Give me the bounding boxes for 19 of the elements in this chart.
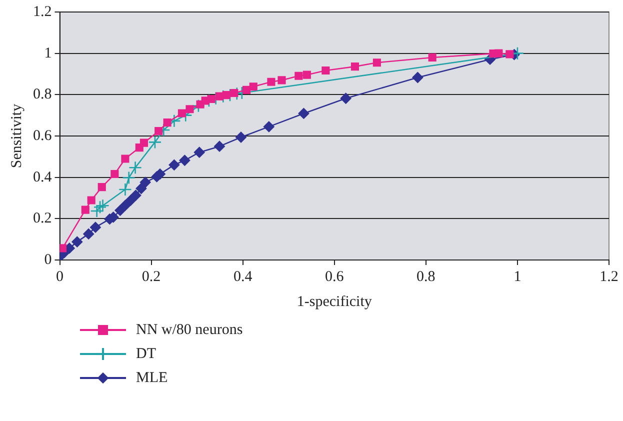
x-tick-label: 0.4	[233, 268, 253, 285]
y-tick-label: 0.6	[33, 128, 52, 144]
y-tick-label: 0.2	[33, 210, 52, 227]
legend-label: NN w/80 neurons	[136, 322, 243, 338]
x-tick-label: 0	[56, 268, 64, 285]
legend-label: DT	[136, 346, 156, 362]
y-tick-label: 0.4	[33, 169, 52, 186]
x-tick-label: 1	[514, 268, 522, 285]
x-axis-title: 1-specificity	[296, 294, 372, 310]
y-axis-title: Sensitivity	[8, 103, 25, 168]
y-tick-label: 1.2	[33, 4, 52, 20]
y-tick-label: 1	[44, 45, 52, 62]
x-tick-label: 1.2	[600, 268, 618, 285]
x-tick-label: 0.2	[142, 268, 161, 285]
x-tick-label: 0.8	[416, 268, 436, 285]
y-tick-label: 0	[44, 252, 52, 268]
y-tick-label: 0.8	[33, 86, 52, 103]
legend-label: MLE	[136, 370, 168, 386]
x-tick-label: 0.6	[325, 268, 344, 285]
